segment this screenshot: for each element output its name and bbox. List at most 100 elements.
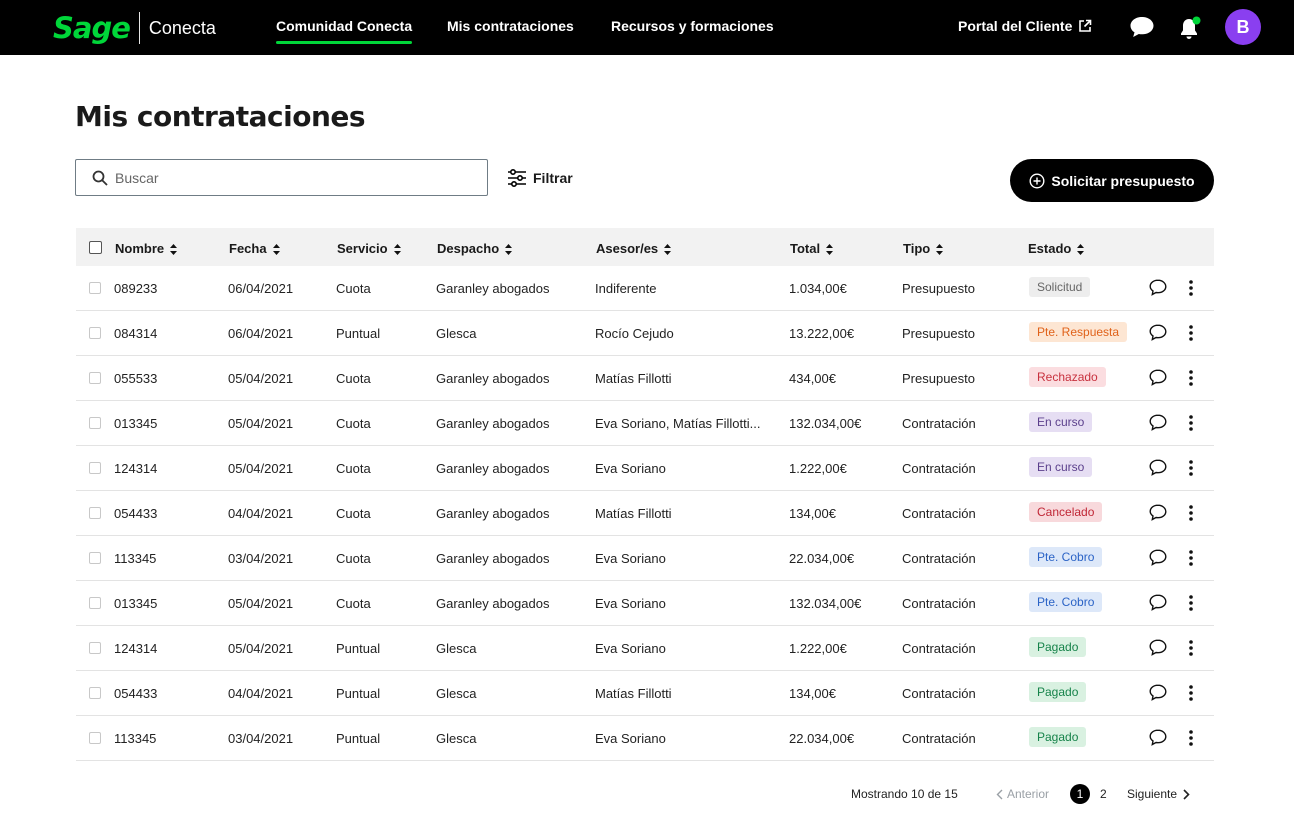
user-avatar[interactable]: B <box>1225 9 1261 45</box>
more-options-icon[interactable] <box>1185 369 1197 387</box>
column-header-label: Fecha <box>229 241 267 256</box>
comment-icon[interactable] <box>1149 684 1167 701</box>
row-checkbox[interactable] <box>89 282 101 294</box>
select-all-checkbox[interactable] <box>89 241 102 254</box>
cell-tipo: Contratación <box>902 551 976 566</box>
column-header-label: Nombre <box>115 241 165 256</box>
cell-fecha: 05/04/2021 <box>228 461 294 476</box>
chat-icon[interactable] <box>1129 15 1155 39</box>
sort-arrows-icon[interactable] <box>664 243 672 255</box>
cell-asesor: Eva Soriano <box>595 596 666 611</box>
notifications-bell-icon[interactable] <box>1178 15 1202 41</box>
column-header-estado[interactable]: Estado <box>1028 241 1085 256</box>
cell-total: 22.034,00€ <box>789 551 855 566</box>
table-row[interactable]: 084314 06/04/2021 Puntual Glesca Rocío Cejud… <box>76 311 1214 356</box>
row-checkbox[interactable] <box>89 372 101 384</box>
comment-icon[interactable] <box>1149 459 1167 476</box>
cell-despacho: Glesca <box>436 326 477 341</box>
column-header-label: Despacho <box>437 241 500 256</box>
sort-arrows-icon[interactable] <box>1077 243 1085 255</box>
sort-arrows-icon[interactable] <box>393 243 401 255</box>
table-row[interactable]: 113345 03/04/2021 Puntual Glesca Eva Soriano… <box>76 716 1214 761</box>
column-header-tipo[interactable]: Tipo <box>903 241 944 256</box>
comment-icon[interactable] <box>1149 414 1167 431</box>
cell-tipo: Contratación <box>902 641 976 656</box>
cell-total: 22.034,00€ <box>789 731 855 746</box>
cell-servicio: Cuota <box>336 506 371 521</box>
sort-arrows-icon[interactable] <box>272 243 280 255</box>
cell-tipo: Contratación <box>902 731 976 746</box>
sort-arrows-icon[interactable] <box>505 243 513 255</box>
solicitar-presupuesto-button[interactable]: Solicitar presupuesto <box>1010 159 1214 202</box>
cell-servicio: Puntual <box>336 731 381 746</box>
column-header-label: Estado <box>1028 241 1072 256</box>
row-checkbox[interactable] <box>89 687 101 699</box>
table-row[interactable]: 124314 05/04/2021 Puntual Glesca Eva Soriano… <box>76 626 1214 671</box>
more-options-icon[interactable] <box>1185 324 1197 342</box>
more-options-icon[interactable] <box>1185 729 1197 747</box>
cell-tipo: Contratación <box>902 506 976 521</box>
comment-icon[interactable] <box>1149 504 1167 521</box>
pagination-next[interactable]: Siguiente <box>1127 787 1190 801</box>
status-badge: En curso <box>1029 457 1093 477</box>
comment-icon[interactable] <box>1149 279 1167 296</box>
row-checkbox[interactable] <box>89 417 101 429</box>
cell-nombre: 013345 <box>114 596 158 611</box>
nav-mis-contrataciones[interactable]: Mis contrataciones <box>447 18 574 34</box>
comment-icon[interactable] <box>1149 369 1167 386</box>
more-options-icon[interactable] <box>1185 414 1197 432</box>
nav-comunidad-conecta[interactable]: Comunidad Conecta <box>276 18 413 44</box>
comment-icon[interactable] <box>1149 639 1167 656</box>
more-options-icon[interactable] <box>1185 639 1197 657</box>
comment-icon[interactable] <box>1149 324 1167 341</box>
more-options-icon[interactable] <box>1185 594 1197 612</box>
row-checkbox[interactable] <box>89 732 101 744</box>
cell-nombre: 124314 <box>114 641 158 656</box>
more-options-icon[interactable] <box>1185 684 1197 702</box>
sort-arrows-icon[interactable] <box>170 243 178 255</box>
table-row[interactable]: 013345 05/04/2021 Cuota Garanley abogados Ev… <box>76 581 1214 626</box>
sage-logo[interactable]: Sage Conecta <box>53 10 216 46</box>
column-header-nombre[interactable]: Nombre <box>115 241 178 256</box>
cell-asesor: Rocío Cejudo <box>595 326 674 341</box>
table-row[interactable]: 055533 05/04/2021 Cuota Garanley abogados Ma… <box>76 356 1214 401</box>
row-checkbox[interactable] <box>89 507 101 519</box>
filter-button[interactable]: Filtrar <box>507 168 573 188</box>
sort-arrows-icon[interactable] <box>826 243 834 255</box>
portal-cliente-link[interactable]: Portal del Cliente <box>958 18 1092 34</box>
table-row[interactable]: 124314 05/04/2021 Cuota Garanley abogados Ev… <box>76 446 1214 491</box>
search-input[interactable] <box>115 169 475 186</box>
column-header-servicio[interactable]: Servicio <box>337 241 401 256</box>
more-options-icon[interactable] <box>1185 549 1197 567</box>
sort-arrows-icon[interactable] <box>936 243 944 255</box>
column-header-fecha[interactable]: Fecha <box>229 241 280 256</box>
pagination-page-2[interactable]: 2 <box>1100 787 1107 801</box>
pagination-page-1[interactable]: 1 <box>1070 784 1090 804</box>
cell-fecha: 05/04/2021 <box>228 641 294 656</box>
table-row[interactable]: 054433 04/04/2021 Puntual Glesca Matías Fill… <box>76 671 1214 716</box>
column-header-despacho[interactable]: Despacho <box>437 241 513 256</box>
column-header-total[interactable]: Total <box>790 241 834 256</box>
table-row[interactable]: 089233 06/04/2021 Cuota Garanley abogados In… <box>76 266 1214 311</box>
pagination-previous[interactable]: Anterior <box>996 787 1049 801</box>
row-checkbox[interactable] <box>89 552 101 564</box>
more-options-icon[interactable] <box>1185 279 1197 297</box>
table-row[interactable]: 054433 04/04/2021 Cuota Garanley abogados Ma… <box>76 491 1214 536</box>
row-checkbox[interactable] <box>89 462 101 474</box>
cell-asesor: Matías Fillotti <box>595 686 672 701</box>
comment-icon[interactable] <box>1149 549 1167 566</box>
cell-despacho: Garanley abogados <box>436 371 550 386</box>
table-row[interactable]: 013345 05/04/2021 Cuota Garanley abogados Ev… <box>76 401 1214 446</box>
more-options-icon[interactable] <box>1185 504 1197 522</box>
more-options-icon[interactable] <box>1185 459 1197 477</box>
table-row[interactable]: 113345 03/04/2021 Cuota Garanley abogados Ev… <box>76 536 1214 581</box>
comment-icon[interactable] <box>1149 594 1167 611</box>
row-checkbox[interactable] <box>89 642 101 654</box>
nav-recursos-formaciones[interactable]: Recursos y formaciones <box>611 18 774 34</box>
column-header-asesor[interactable]: Asesor/es <box>596 241 672 256</box>
comment-icon[interactable] <box>1149 729 1167 746</box>
row-checkbox[interactable] <box>89 327 101 339</box>
search-box[interactable] <box>75 159 488 196</box>
cell-total: 134,00€ <box>789 506 836 521</box>
row-checkbox[interactable] <box>89 597 101 609</box>
